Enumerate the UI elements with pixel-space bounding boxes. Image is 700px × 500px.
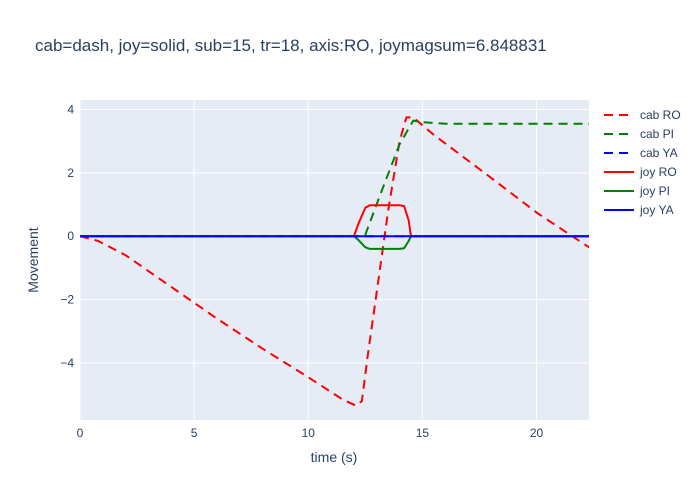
y-tick-label: −2 xyxy=(60,293,74,307)
x-axis-title: time (s) xyxy=(311,449,358,465)
x-tick-label: 15 xyxy=(416,426,430,440)
x-gridlines xyxy=(79,100,538,420)
legend-item[interactable]: cab PI xyxy=(604,127,674,141)
x-tick-label: 20 xyxy=(530,426,544,440)
x-tick-label: 5 xyxy=(191,426,198,440)
x-axis-ticks: 0 5 10 15 20 xyxy=(77,426,544,440)
x-tick-label: 0 xyxy=(77,426,84,440)
y-tick-label: 2 xyxy=(67,166,74,180)
series-layer xyxy=(80,116,589,407)
legend-label: joy RO xyxy=(639,165,677,179)
chart-title: cab=dash, joy=solid, sub=15, tr=18, axis… xyxy=(35,36,547,55)
y-tick-label: −4 xyxy=(60,356,74,370)
x-tick-label: 10 xyxy=(302,426,316,440)
series-line-cab-ro xyxy=(80,116,589,407)
legend-label: joy YA xyxy=(639,203,674,217)
plot-area xyxy=(80,100,589,420)
legend-item[interactable]: joy RO xyxy=(604,165,677,179)
legend-item[interactable]: joy YA xyxy=(604,203,674,217)
y-tick-label: 0 xyxy=(67,229,74,243)
series-line-cab-pi xyxy=(80,119,589,238)
series-line-joy-pi xyxy=(80,235,589,250)
series-line-joy-ro xyxy=(80,204,589,238)
legend-label: cab PI xyxy=(640,127,674,141)
legend-label: joy PI xyxy=(639,184,670,198)
legend-label: cab YA xyxy=(640,146,678,160)
y-axis-ticks: −4 −2 0 2 4 xyxy=(60,103,74,370)
y-axis-title: Movement xyxy=(25,227,41,292)
legend-item[interactable]: cab RO xyxy=(604,108,681,122)
legend-item[interactable]: cab YA xyxy=(604,146,678,160)
legend[interactable]: cab RO cab PI cab YA joy RO joy PI joy YA xyxy=(604,108,681,217)
legend-label: cab RO xyxy=(640,108,681,122)
legend-item[interactable]: joy PI xyxy=(604,184,670,198)
y-tick-label: 4 xyxy=(67,103,74,117)
